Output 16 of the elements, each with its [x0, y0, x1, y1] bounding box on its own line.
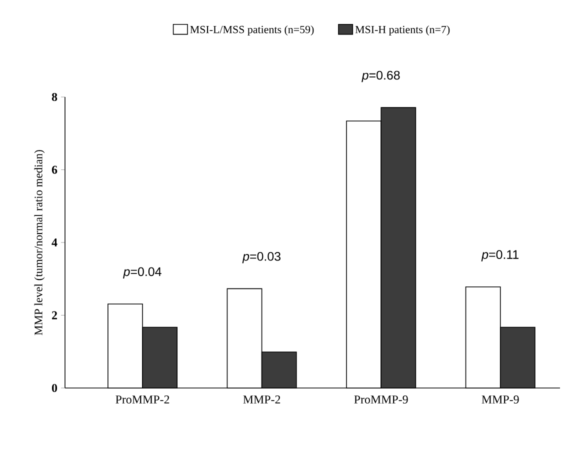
legend-label: MSI-H patients (n=7)	[355, 26, 450, 36]
annotation: p=0.04	[123, 267, 162, 279]
x-tick-label: MMP-9	[482, 396, 519, 404]
x-tick-label: ProMMP-9	[354, 396, 408, 404]
x-tick-label: ProMMP-2	[116, 396, 170, 404]
y-tick-label: 4	[52, 238, 58, 246]
y-axis-title: MMP level (tumor/normal ratio median)	[34, 150, 45, 336]
y-tick-label: 6	[52, 166, 58, 174]
annotation: p=0.03	[242, 252, 280, 264]
text: p=0.68	[362, 70, 400, 82]
y-tick-label: 2	[52, 311, 57, 320]
annotation: p=0.11	[481, 250, 519, 262]
legend-label: MSI-L/MSS patients (n=59)	[190, 26, 314, 36]
y-tick-label: 0	[52, 384, 58, 392]
x-tick-label: MMP-2	[243, 396, 280, 404]
y-tick-label: 8	[52, 92, 58, 102]
